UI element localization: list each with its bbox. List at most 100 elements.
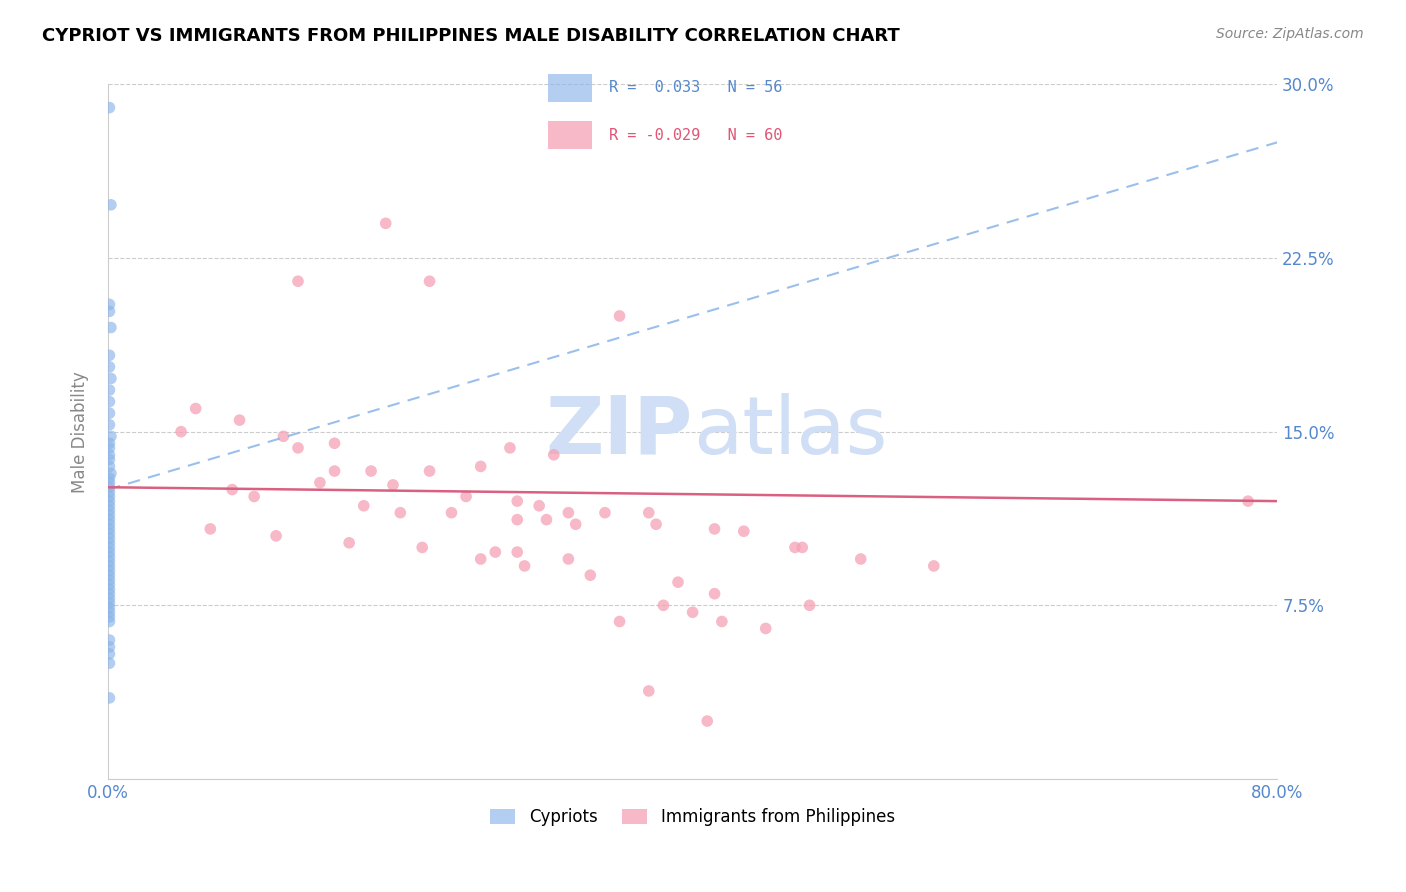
Point xyxy=(98,517,121,532)
Point xyxy=(470,552,492,566)
Point xyxy=(98,459,121,474)
Legend: Cypriots, Immigrants from Philippines: Cypriots, Immigrants from Philippines xyxy=(484,802,901,833)
Point xyxy=(98,577,121,591)
Point xyxy=(264,529,287,543)
Point xyxy=(98,531,121,545)
Point xyxy=(98,615,121,629)
Point xyxy=(733,524,755,539)
Point xyxy=(170,425,193,439)
Text: ZIP: ZIP xyxy=(546,392,693,471)
Point xyxy=(184,401,207,416)
Point xyxy=(221,483,243,497)
Text: R =  0.033   N = 56: R = 0.033 N = 56 xyxy=(609,80,782,95)
Point xyxy=(100,320,122,334)
Point xyxy=(100,429,122,443)
Point xyxy=(98,475,121,490)
Point xyxy=(382,478,405,492)
Point xyxy=(593,506,616,520)
Point xyxy=(98,503,121,517)
Point xyxy=(564,517,586,532)
Point xyxy=(645,517,668,532)
Point xyxy=(710,615,733,629)
Point xyxy=(506,545,529,559)
Point xyxy=(323,436,346,450)
Point xyxy=(703,587,725,601)
Point xyxy=(98,549,121,564)
Point xyxy=(98,541,121,555)
Point xyxy=(98,564,121,578)
Point xyxy=(440,506,463,520)
Point xyxy=(922,558,945,573)
Point xyxy=(98,480,121,494)
Point xyxy=(98,494,121,508)
Point xyxy=(100,371,122,385)
Point xyxy=(98,587,121,601)
Point xyxy=(98,596,121,610)
Point xyxy=(98,633,121,648)
Point xyxy=(536,513,558,527)
Point xyxy=(98,558,121,573)
Point xyxy=(98,383,121,397)
Point xyxy=(703,522,725,536)
Point xyxy=(98,545,121,559)
Point xyxy=(579,568,602,582)
Point xyxy=(637,506,659,520)
Point xyxy=(1237,494,1260,508)
Point xyxy=(419,464,441,478)
Point xyxy=(666,575,689,590)
Point xyxy=(309,475,332,490)
Point xyxy=(353,499,375,513)
Point xyxy=(98,441,121,455)
Point xyxy=(557,552,579,566)
Point xyxy=(513,558,536,573)
Point xyxy=(200,522,222,536)
Point xyxy=(696,714,718,728)
Point xyxy=(411,541,433,555)
Point xyxy=(454,490,477,504)
Text: CYPRIOT VS IMMIGRANTS FROM PHILIPPINES MALE DISABILITY CORRELATION CHART: CYPRIOT VS IMMIGRANTS FROM PHILIPPINES M… xyxy=(42,27,900,45)
Point xyxy=(98,690,121,705)
Point xyxy=(287,274,309,288)
Point xyxy=(799,599,821,613)
Point xyxy=(849,552,872,566)
Point xyxy=(98,554,121,568)
Point xyxy=(609,615,631,629)
Point xyxy=(652,599,675,613)
Point xyxy=(499,441,522,455)
Point xyxy=(543,448,565,462)
Point xyxy=(98,568,121,582)
Point xyxy=(98,647,121,661)
Point xyxy=(287,441,309,455)
Point xyxy=(792,541,814,555)
Point xyxy=(98,471,121,485)
Point xyxy=(98,304,121,318)
Point xyxy=(98,297,121,311)
Point xyxy=(98,359,121,374)
Text: atlas: atlas xyxy=(693,392,887,471)
Point xyxy=(360,464,382,478)
Point xyxy=(682,605,704,619)
Point xyxy=(100,198,122,212)
Point xyxy=(98,591,121,606)
Point xyxy=(484,545,506,559)
Point xyxy=(98,656,121,670)
Point xyxy=(98,573,121,587)
Point xyxy=(557,506,579,520)
Point xyxy=(470,459,492,474)
Point xyxy=(389,506,412,520)
Point xyxy=(98,394,121,409)
Y-axis label: Male Disability: Male Disability xyxy=(72,371,89,492)
Point xyxy=(527,499,550,513)
Point xyxy=(228,413,250,427)
Text: R = -0.029   N = 60: R = -0.029 N = 60 xyxy=(609,128,782,143)
Point xyxy=(98,513,121,527)
Point xyxy=(506,513,529,527)
Text: Source: ZipAtlas.com: Source: ZipAtlas.com xyxy=(1216,27,1364,41)
Point xyxy=(98,508,121,522)
Point xyxy=(755,622,778,636)
Point xyxy=(374,216,396,230)
Point xyxy=(419,274,441,288)
Point xyxy=(98,101,121,115)
Point xyxy=(98,417,121,432)
Point xyxy=(98,522,121,536)
